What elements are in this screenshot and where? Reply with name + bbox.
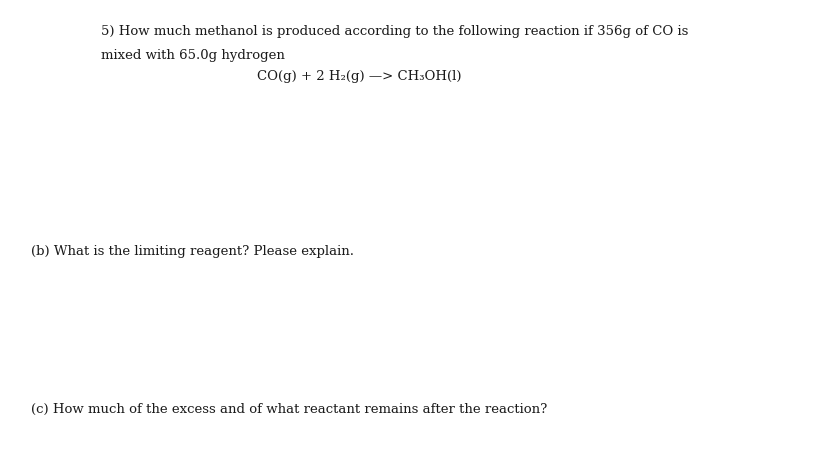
Text: mixed with 65.0g hydrogen: mixed with 65.0g hydrogen — [101, 49, 284, 62]
Text: 5) How much methanol is produced according to the following reaction if 356g of : 5) How much methanol is produced accordi… — [101, 25, 687, 38]
Text: (b) What is the limiting reagent? Please explain.: (b) What is the limiting reagent? Please… — [31, 245, 354, 258]
Text: (c) How much of the excess and of what reactant remains after the reaction?: (c) How much of the excess and of what r… — [31, 403, 547, 416]
Text: CO(g) + 2 H₂(g) —> CH₃OH(l): CO(g) + 2 H₂(g) —> CH₃OH(l) — [256, 70, 461, 83]
